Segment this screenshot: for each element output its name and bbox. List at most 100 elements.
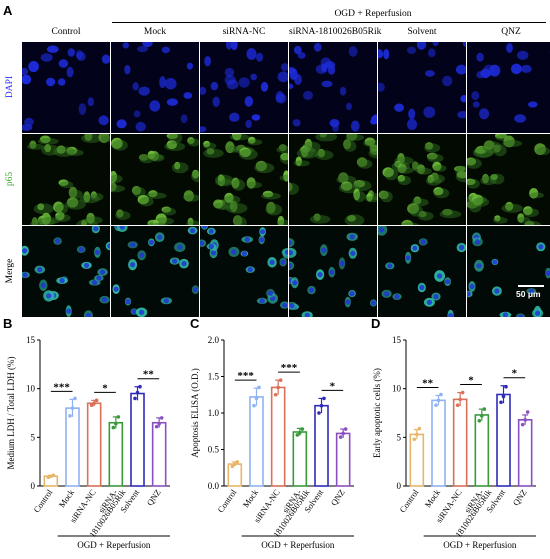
- micrograph-merge-0: [22, 226, 110, 317]
- chart-d-point-0-2: [418, 427, 422, 431]
- chart-c-point-4-1: [320, 404, 324, 408]
- chart-b-ytick-label-0: 0: [31, 481, 36, 491]
- row-label-2: Merge: [5, 251, 15, 291]
- row-label-1: p65: [5, 159, 15, 199]
- chart-d-bar-3: [475, 415, 488, 486]
- chart-d-bar-1: [432, 400, 445, 486]
- chart-b-sig-label-0: ***: [53, 381, 70, 393]
- chart-c-bar-3: [293, 432, 306, 486]
- chart-b-group-label: OGD + Reperfusion: [77, 540, 151, 550]
- micrograph-dapi-0: [22, 42, 110, 133]
- chart-b-point-5-1: [157, 422, 161, 426]
- chart-c-point-1-1: [255, 397, 259, 401]
- chart-b-xtick-label-1: Mock: [57, 487, 77, 510]
- scale-bar: [518, 285, 544, 287]
- chart-b-point-3-0: [112, 426, 116, 430]
- chart-d-point-2-2: [461, 391, 465, 395]
- chart-c-point-1-0: [252, 404, 256, 408]
- micrograph-dapi-2: [200, 42, 288, 133]
- chart-d-point-5-1: [523, 418, 527, 422]
- chart-d-point-1-1: [437, 399, 441, 403]
- chart-b-bar-3: [109, 423, 122, 486]
- chart-b-xtick-label-0: Control: [31, 487, 54, 515]
- chart-c-ytick-label-4: 2.0: [208, 335, 220, 345]
- chart-d-point-4-0: [499, 400, 503, 404]
- chart-d-sig-label-0: **: [422, 377, 434, 389]
- chart-b-bar-4: [131, 394, 144, 486]
- chart-c-point-2-2: [279, 378, 283, 382]
- chart-b-point-0-2: [52, 473, 56, 477]
- chart-d-point-5-0: [521, 423, 525, 427]
- micrograph-dapi-3: [289, 42, 377, 133]
- chart-d-ytick-label-0: 0: [397, 481, 402, 491]
- scale-bar-label: 50 μm: [516, 289, 541, 299]
- chart-d-point-1-0: [434, 403, 438, 407]
- micrograph-p65-4: [378, 134, 466, 225]
- chart-b-xtick-label-5: QNZ: [145, 487, 163, 507]
- chart-b-ytick-label-2: 10: [26, 384, 36, 394]
- chart-c-bar-5: [337, 433, 350, 486]
- chart-d-bar-0: [410, 434, 423, 486]
- chart-d-sig-label-1: *: [468, 375, 474, 387]
- chart-c-bar-2: [272, 387, 285, 486]
- chart-b-bar-5: [153, 423, 166, 486]
- micrograph-dapi-4: [378, 42, 466, 133]
- chart-d-point-0-0: [413, 437, 417, 441]
- chart-c-group-label: OGD + Reperfusion: [261, 540, 335, 550]
- micrograph-dapi-1: [111, 42, 199, 133]
- micrograph-p65-2: [200, 134, 288, 225]
- chart-c-bar-4: [315, 406, 328, 486]
- micrograph-p65-5: [467, 134, 550, 225]
- column-header-5: QNZ: [467, 27, 550, 37]
- chart-d-point-0-1: [415, 433, 419, 437]
- chart-d-xtick-label-5: QNZ: [511, 487, 529, 507]
- chart-c-point-2-1: [276, 386, 280, 390]
- micrograph-merge-2: [200, 226, 288, 317]
- chart-c-point-3-2: [301, 427, 305, 431]
- micrograph-dapi-5: [467, 42, 550, 133]
- chart-d-ytick-label-2: 10: [392, 384, 402, 394]
- chart-d-point-2-1: [458, 398, 462, 402]
- chart-b-point-3-2: [117, 415, 121, 419]
- chart-d-point-2-0: [456, 403, 460, 407]
- chart-c-point-1-2: [257, 386, 261, 390]
- chart-c-bar-1: [250, 397, 263, 486]
- chart-b-ytick-label-3: 15: [26, 335, 36, 345]
- chart-b-ylabel: Medium LDH / Total LDH (%): [6, 357, 16, 470]
- chart-b-point-1-2: [73, 397, 77, 401]
- column-header-1: Mock: [111, 27, 199, 37]
- chart-b-point-2-2: [95, 399, 99, 403]
- chart-d-bar-5: [519, 420, 532, 486]
- chart-d-bar-4: [497, 395, 510, 486]
- chart-d-sig-label-2: *: [512, 368, 518, 380]
- chart-c-sig-label-0: ***: [237, 370, 254, 382]
- micrograph-merge-3: [289, 226, 377, 317]
- chart-b-sig-label-2: **: [143, 369, 155, 381]
- chart-b-bar-1: [66, 408, 79, 486]
- chart-b-point-5-0: [155, 425, 159, 429]
- chart-d-group-label: OGD + Reperfusion: [443, 540, 517, 550]
- chart-c-ytick-label-3: 1.5: [208, 372, 220, 382]
- column-header-2: siRNA-NC: [200, 27, 288, 37]
- chart-b-point-2-1: [92, 401, 96, 405]
- panel-a-letter: A: [3, 3, 12, 18]
- micrograph-p65-3: [289, 134, 377, 225]
- chart-b-ytick-label-1: 5: [31, 432, 36, 442]
- chart-c-point-4-0: [317, 411, 321, 415]
- column-header-3: siRNA-1810026B05Rik: [289, 27, 377, 37]
- chart-d-point-1-2: [439, 393, 443, 397]
- chart-b-point-5-2: [160, 416, 164, 420]
- chart-b-point-4-1: [136, 391, 140, 395]
- chart-d-point-4-2: [504, 385, 508, 389]
- group-bracket-a: [112, 22, 546, 23]
- chart-d-ytick-label-1: 5: [397, 432, 402, 442]
- chart-d-ylabel: Early apoptotic cells (%): [372, 368, 382, 458]
- chart-b-point-3-1: [114, 422, 118, 426]
- chart-d-point-3-2: [483, 407, 487, 411]
- micrograph-merge-4: [378, 226, 466, 317]
